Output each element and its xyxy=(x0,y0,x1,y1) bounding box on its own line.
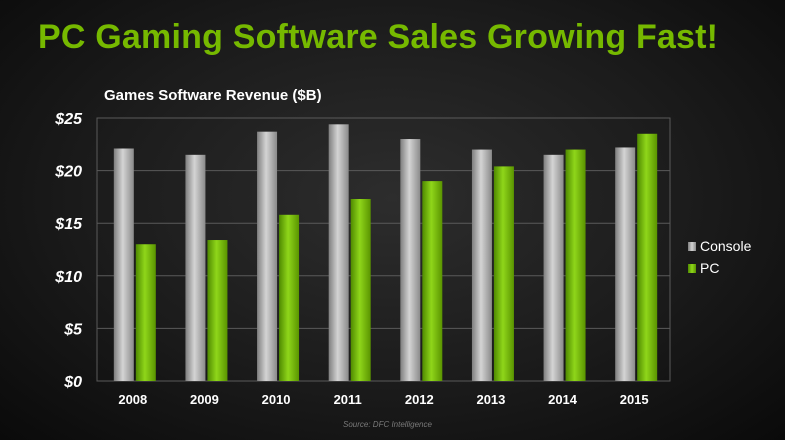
legend-label-pc: PC xyxy=(700,260,720,276)
legend-swatch-console xyxy=(688,241,696,251)
chart-legend: Console PC xyxy=(688,235,751,279)
x-tick-label: 2009 xyxy=(190,392,219,407)
x-tick-label: 2008 xyxy=(118,392,147,407)
y-tick-label: $0 xyxy=(63,374,82,391)
bar-console-2011 xyxy=(328,124,349,381)
y-tick-label: $10 xyxy=(54,269,82,286)
bar-pc-2008 xyxy=(135,244,156,381)
slide-title: PC Gaming Software Sales Growing Fast! xyxy=(38,18,719,56)
y-tick-label: $25 xyxy=(54,111,83,128)
bar-pc-2015 xyxy=(637,133,658,381)
bar-console-2013 xyxy=(471,149,492,381)
legend-label-console: Console xyxy=(700,238,752,254)
x-tick-label: 2013 xyxy=(476,392,505,407)
legend-item-console: Console xyxy=(688,235,751,257)
bar-console-2012 xyxy=(400,139,421,381)
chart-title: Games Software Revenue ($B) xyxy=(104,87,322,104)
bar-console-2015 xyxy=(615,147,636,381)
legend-swatch-pc xyxy=(688,263,696,273)
bar-console-2014 xyxy=(543,154,564,381)
x-tick-label: 2012 xyxy=(405,392,434,407)
bar-pc-2009 xyxy=(207,240,228,381)
x-tick-label: 2011 xyxy=(334,392,362,407)
source-note: Source: DFC Intelligence xyxy=(343,420,432,429)
x-tick-label: 2010 xyxy=(262,392,291,407)
bar-pc-2011 xyxy=(350,199,371,381)
bar-console-2009 xyxy=(185,154,206,381)
bar-console-2008 xyxy=(113,148,134,381)
bar-pc-2012 xyxy=(422,181,443,381)
y-tick-label: $20 xyxy=(54,164,82,181)
bar-pc-2013 xyxy=(493,166,514,381)
legend-item-pc: PC xyxy=(688,257,751,279)
x-tick-label: 2014 xyxy=(548,392,578,407)
bar-console-2010 xyxy=(257,131,278,381)
y-tick-label: $5 xyxy=(63,321,83,338)
x-tick-label: 2015 xyxy=(620,392,649,407)
y-tick-label: $15 xyxy=(54,216,83,233)
bar-pc-2010 xyxy=(279,214,300,381)
bar-pc-2014 xyxy=(565,149,586,381)
